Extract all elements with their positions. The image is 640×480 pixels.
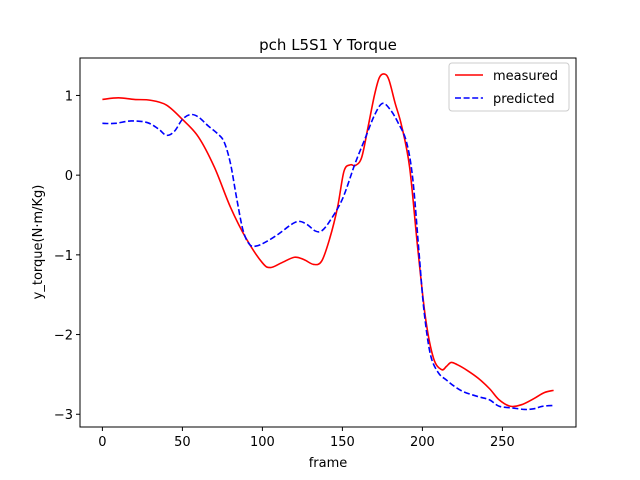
chart-title: pch L5S1 Y Torque [259, 36, 397, 54]
series-lines [102, 73, 554, 411]
y-tick-label: 1 [65, 89, 73, 104]
x-tick-label: 0 [98, 435, 106, 450]
series-line-predicted [102, 102, 554, 411]
x-tick-label: 100 [250, 435, 275, 450]
x-axis-label: frame [309, 456, 348, 471]
legend: measured predicted [448, 62, 570, 112]
series-line-measured [102, 73, 554, 408]
y-tick-label: −3 [54, 408, 73, 423]
legend-label-predicted: predicted [493, 92, 555, 107]
y-tick-label: −1 [54, 249, 73, 264]
x-tick-label: 50 [174, 435, 191, 450]
axis-ticks: 0 50 100 150 200 250 1 0 −1 −2 −3 [54, 89, 515, 450]
x-tick-label: 250 [490, 435, 515, 450]
plot-frame [79, 57, 577, 428]
y-tick-label: 0 [65, 169, 73, 184]
x-tick-label: 150 [330, 435, 355, 450]
y-axis-label: y_torque(N·m/Kg) [31, 185, 46, 300]
y-tick-label: −2 [54, 329, 73, 344]
legend-label-measured: measured [493, 69, 558, 84]
x-tick-label: 200 [410, 435, 435, 450]
